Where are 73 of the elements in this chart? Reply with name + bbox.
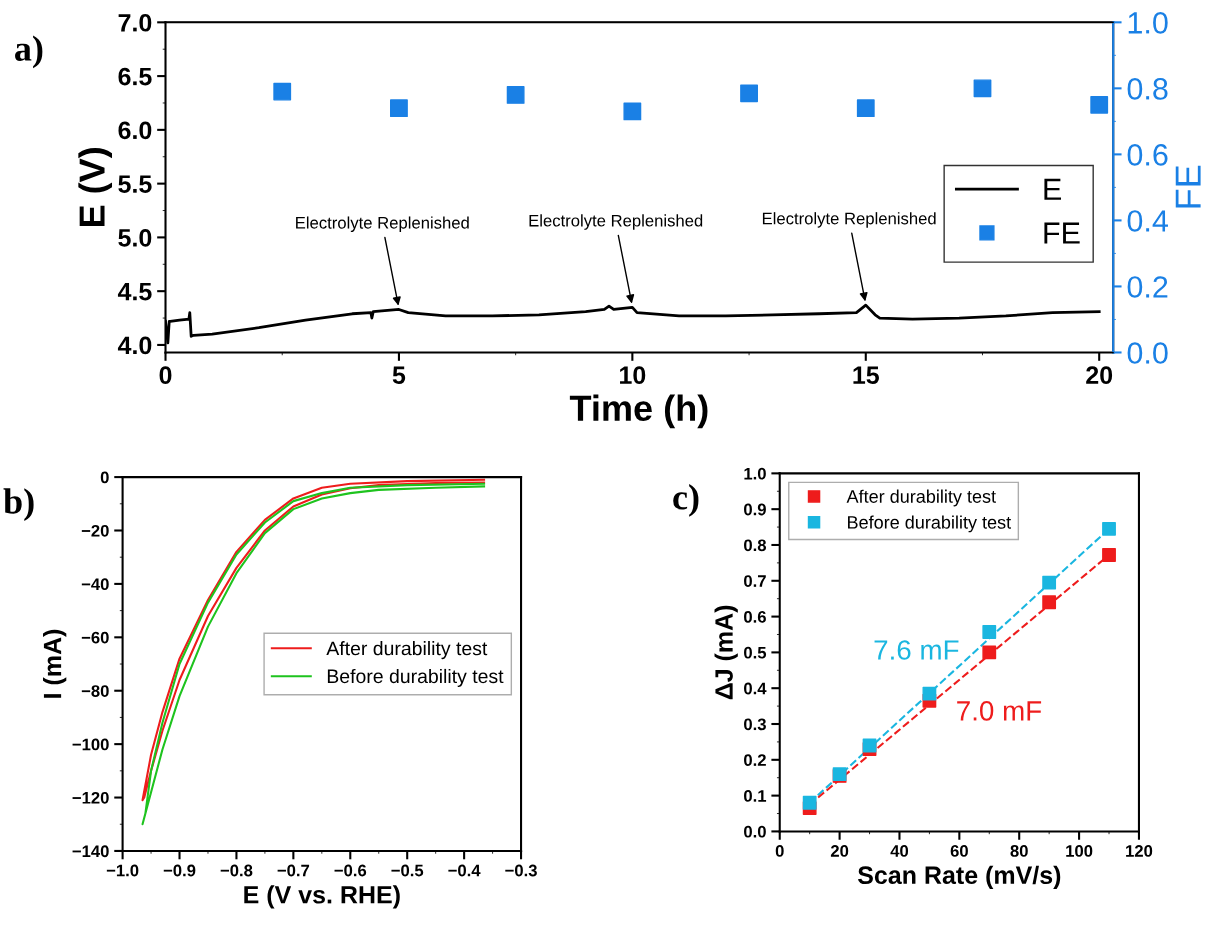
legend-label: E [1044,178,1061,200]
y-tick-label: −20 [81,524,109,537]
y-tick-label: 0.4 [744,682,767,695]
y2-tick-label: 0.0 [1127,342,1168,364]
y-tick-label: 0 [100,471,109,484]
x-tick-label: −0.6 [334,864,367,877]
x-tick-label: −0.4 [448,864,481,877]
x-tick-label: 0 [159,366,172,385]
x-tick-label: 60 [950,845,968,857]
y-tick-label: −40 [81,578,109,591]
y-tick-label: 6.0 [118,121,152,140]
annotation: Electrolyte Replenished [296,216,469,232]
y2-tick-label: 0.4 [1127,210,1168,232]
x-tick-label: −0.7 [277,864,310,877]
y-tick-label: 0.0 [744,825,766,838]
y-axis-title: I (mA) [43,629,67,698]
y2-tick-label: 0.2 [1127,276,1168,298]
y-tick-label: 0.2 [744,754,766,767]
x-axis-title: E (V vs. RHE) [244,885,400,909]
legend-label: Before durability test [848,515,1011,533]
x-tick-label: 20 [830,845,849,857]
legend-label: After durability test [846,489,996,507]
y-tick-label: 0.9 [744,503,766,516]
annotation: Electrolyte Replenished [529,214,703,230]
text: a) [15,35,43,69]
y-tick-label: 6.5 [118,67,152,86]
y-tick-label: −140 [72,845,109,858]
x-tick-label: 10 [620,366,646,385]
y-axis-title: E (V) [78,148,113,227]
y-tick-label: −60 [81,631,109,644]
y-tick-label: 7.0 [118,13,152,32]
y-tick-label: −120 [72,791,109,804]
x-tick-label: −0.9 [163,864,196,877]
annotation: 7.0 mF [957,701,1042,721]
y2-tick-label: 0.8 [1127,78,1168,100]
x-tick-label: −0.5 [391,864,424,877]
x-axis-title: Time (h) [569,394,708,429]
x-tick-label: −0.8 [220,864,253,877]
legend-label: FE [1044,222,1080,244]
y-tick-label: 0.7 [744,575,766,587]
y-tick-label: 0.5 [744,646,767,659]
legend-label: After durability test [326,641,488,660]
y-tick-label: 0.1 [744,790,767,802]
y-tick-label: 1.0 [744,467,766,480]
y2-tick-label: 0.6 [1127,144,1168,166]
x-tick-label: −1.0 [106,864,139,877]
annotation: Electrolyte Replenished [762,212,936,228]
x-tick-label: 0 [775,845,784,857]
y-tick-label: 5.0 [118,229,152,247]
x-tick-label: 80 [1010,845,1028,857]
text: c) [673,484,699,517]
y-tick-label: 0.3 [744,718,766,731]
x-tick-label: −0.3 [505,864,537,877]
y-tick-label: −80 [81,685,109,697]
x-tick-label: 40 [890,845,909,857]
x-tick-label: 100 [1066,845,1093,857]
x-tick-label: 120 [1126,845,1153,857]
y-tick-label: 0.6 [744,610,766,623]
y-tick-label: 4.5 [117,283,152,301]
y2-tick-label: 1.0 [1128,12,1168,34]
y-axis-title: ΔJ (mA) [714,605,738,700]
x-tick-label: 20 [1086,366,1113,385]
y-tick-label: 0.8 [744,539,767,552]
y-tick-label: 5.5 [118,175,152,193]
x-axis-title: Scan Rate (mV/s) [857,865,1061,890]
x-tick-label: 5 [392,366,406,385]
annotation: 7.6 mF [874,640,959,660]
text: b) [3,488,34,522]
y-tick-label: −100 [72,738,109,751]
legend-label: Before durability test [327,668,504,688]
y2-axis-title: FE [1175,165,1201,208]
x-tick-label: 15 [853,366,879,385]
y-tick-label: 4.0 [117,336,152,355]
